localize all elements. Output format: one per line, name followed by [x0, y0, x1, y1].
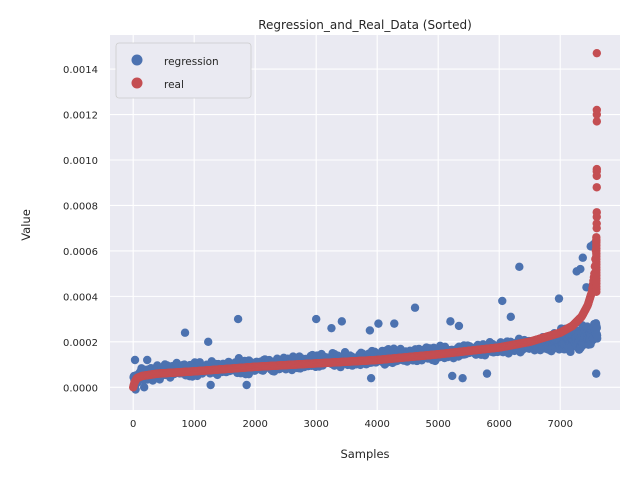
regression-point	[139, 383, 149, 392]
regression-point	[311, 314, 321, 324]
regression-point	[180, 328, 190, 337]
real-point	[592, 48, 602, 58]
regression-point	[143, 355, 152, 365]
regression-point	[337, 317, 347, 326]
y-tick-label: 0.0012	[63, 111, 98, 122]
regression-point	[233, 314, 243, 324]
regression-point	[592, 331, 602, 340]
regression-point	[327, 323, 336, 333]
regression-point	[576, 264, 585, 274]
real-point	[592, 219, 601, 228]
real-point	[592, 105, 602, 115]
regression-point	[242, 380, 251, 390]
regression-point	[366, 373, 376, 383]
regression-point	[554, 294, 564, 303]
legend: regression real	[115, 42, 252, 99]
y-tick-label: 0.0010	[63, 156, 98, 167]
legend-marker-real	[131, 77, 143, 89]
regression-point	[130, 355, 140, 365]
real-point	[592, 183, 601, 192]
regression-point	[365, 326, 375, 335]
y-tick-label: 0.0000	[63, 383, 98, 394]
x-tick-label: 4000	[364, 419, 389, 430]
regression-point	[448, 371, 457, 381]
x-tick-label: 1000	[181, 419, 206, 430]
regression-point	[410, 303, 420, 312]
regression-point	[206, 380, 215, 390]
x-tick-label: 5000	[425, 419, 450, 430]
regression-point	[482, 369, 492, 378]
real-series	[128, 48, 602, 392]
legend-box	[115, 42, 252, 99]
chart-title: Regression_and_Real_Data (Sorted)	[258, 18, 472, 32]
regression-point	[204, 337, 213, 347]
legend-label-regression: regression	[164, 56, 219, 68]
x-tick-label: 6000	[486, 419, 511, 430]
regression-point	[374, 319, 383, 328]
real-point	[592, 208, 601, 217]
legend-label-real: real	[164, 79, 184, 91]
real-point	[592, 233, 601, 242]
regression-point	[390, 319, 399, 328]
legend-marker-regression	[131, 54, 143, 66]
regression-point	[458, 373, 467, 383]
y-tick-label: 0.0014	[63, 65, 98, 76]
x-tick-label: 2000	[242, 419, 267, 430]
regression-point	[578, 253, 587, 262]
x-axis-label: Samples	[340, 447, 389, 461]
x-tick-label: 0	[130, 419, 136, 430]
y-axis-label: Value	[19, 209, 33, 241]
x-tick-label: 3000	[303, 419, 328, 430]
regression-point	[592, 369, 601, 378]
regression-point	[454, 321, 464, 331]
regression-point	[446, 317, 455, 326]
regression-point	[592, 323, 601, 333]
real-point	[592, 117, 602, 126]
y-axis: 0.0000 0.0002 0.0004 0.0006 0.0008 0.0010 0.00…	[63, 65, 98, 394]
y-tick-label: 0.0004	[63, 292, 98, 303]
y-tick-label: 0.0006	[63, 247, 98, 258]
regression-point	[498, 296, 507, 306]
y-tick-label: 0.0008	[63, 201, 98, 212]
x-axis: 0 1000 2000 3000 4000 5000 6000 7000	[130, 419, 573, 430]
x-tick-label: 7000	[547, 419, 572, 430]
y-tick-label: 0.0002	[63, 338, 98, 349]
real-point	[592, 164, 602, 174]
regression-point	[506, 312, 516, 322]
regression-point	[515, 262, 524, 272]
